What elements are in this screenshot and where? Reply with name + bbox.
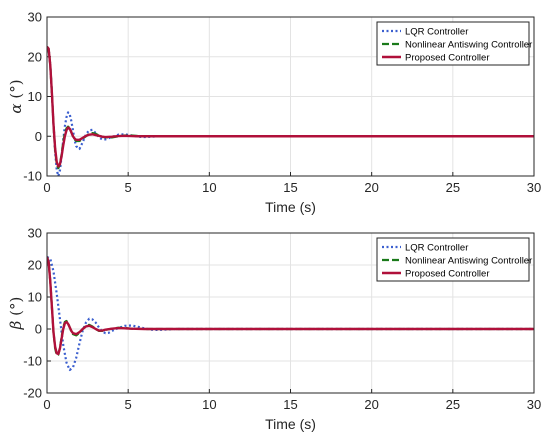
y-axis-symbol: α bbox=[7, 99, 25, 114]
legend-box bbox=[376, 237, 530, 282]
y-axis-label: α (°) bbox=[7, 79, 25, 113]
x-axis-label: Time (s) bbox=[265, 416, 316, 432]
y-tick-label: 0 bbox=[35, 129, 42, 144]
y-tick-label: 10 bbox=[28, 89, 42, 104]
x-axis-label: Time (s) bbox=[265, 199, 316, 215]
legend-label: LQR Controller bbox=[405, 27, 468, 38]
x-tick-label: 25 bbox=[446, 397, 460, 412]
x-tick-label: 15 bbox=[283, 397, 297, 412]
x-tick-label: 0 bbox=[43, 397, 50, 412]
x-tick-label: 20 bbox=[364, 180, 378, 195]
x-tick-label: 30 bbox=[527, 397, 541, 412]
y-tick-label: 0 bbox=[35, 322, 42, 337]
y-tick-label: 10 bbox=[28, 290, 42, 305]
y-axis-unit: (°) bbox=[7, 297, 25, 316]
x-tick-label: 20 bbox=[364, 397, 378, 412]
x-tick-label: 25 bbox=[446, 180, 460, 195]
y-tick-label: -10 bbox=[23, 169, 42, 184]
legend-label: Proposed Controller bbox=[405, 53, 490, 64]
y-tick-label: -10 bbox=[23, 354, 42, 369]
y-tick-label: 30 bbox=[28, 226, 42, 241]
x-tick-label: 10 bbox=[202, 180, 216, 195]
series-line-proposed bbox=[47, 256, 534, 356]
axes-box bbox=[46, 16, 535, 177]
y-tick-label: -20 bbox=[23, 386, 42, 401]
legend: LQR Controller Nonlinear Antiswing Contro… bbox=[376, 237, 532, 282]
y-axis-symbol: β bbox=[7, 316, 25, 330]
x-tick-label: 0 bbox=[43, 180, 50, 195]
y-axis-unit: (°) bbox=[7, 79, 25, 98]
axes-box bbox=[46, 232, 535, 394]
y-tick-label: 20 bbox=[28, 49, 42, 64]
legend-label: LQR Controller bbox=[405, 243, 468, 254]
legend-label: Nonlinear Antiswing Controller bbox=[405, 256, 532, 267]
x-tick-label: 5 bbox=[125, 180, 132, 195]
x-tick-label: 15 bbox=[283, 180, 297, 195]
x-tick-label: 5 bbox=[125, 397, 132, 412]
series-line-proposed bbox=[47, 46, 534, 168]
legend-box bbox=[376, 21, 530, 66]
legend-label: Nonlinear Antiswing Controller bbox=[405, 40, 532, 51]
x-tick-label: 10 bbox=[202, 397, 216, 412]
chart-1: 0 5 10 15 20 25 30 -20 -10 0 10 20 30 Time (s) β (°) LQ… bbox=[7, 226, 541, 433]
x-tick-label: 30 bbox=[527, 180, 541, 195]
y-tick-label: 30 bbox=[28, 10, 42, 25]
y-tick-label: 20 bbox=[28, 258, 42, 273]
legend: LQR Controller Nonlinear Antiswing Contro… bbox=[376, 21, 532, 66]
y-axis-label: β (°) bbox=[7, 297, 25, 331]
legend-label: Proposed Controller bbox=[405, 269, 490, 280]
